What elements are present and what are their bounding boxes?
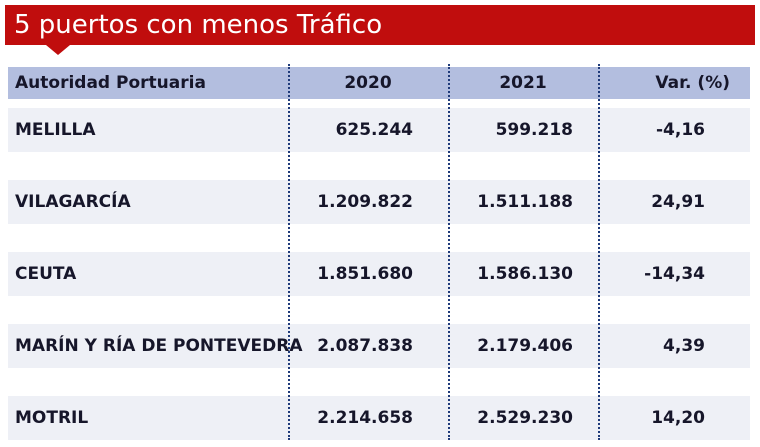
header-row	[8, 67, 750, 99]
port-name: MARÍN Y RÍA DE PONTEVEDRA	[15, 336, 303, 356]
column-divider	[448, 64, 450, 440]
cell-value: 1.209.822	[317, 192, 413, 212]
cell-value: 14,20	[651, 408, 705, 428]
cell-value: 599.218	[495, 120, 573, 140]
cell-value: 2.529.230	[477, 408, 573, 428]
row-band	[8, 180, 750, 224]
port-name: VILAGARCÍA	[15, 192, 131, 212]
column-divider	[288, 64, 290, 440]
row-band	[8, 324, 750, 368]
row-band	[8, 108, 750, 152]
cell-value: 1.851.680	[317, 264, 413, 284]
column-header: 2020	[344, 73, 392, 93]
cell-value: -14,34	[644, 264, 705, 284]
column-divider	[598, 64, 600, 440]
row-band	[8, 252, 750, 296]
row-band	[8, 396, 750, 440]
cell-value: 1.586.130	[477, 264, 573, 284]
port-name: MOTRIL	[15, 408, 89, 428]
port-name: CEUTA	[15, 264, 77, 284]
title: 5 puertos con menos Tráfico	[14, 10, 383, 40]
column-header: Var. (%)	[655, 73, 730, 93]
cell-value: 2.214.658	[317, 408, 413, 428]
port-name: MELILLA	[15, 120, 96, 140]
column-header: Autoridad Portuaria	[15, 73, 206, 93]
title-banner	[5, 5, 755, 45]
column-header: 2021	[499, 73, 547, 93]
cell-value: 24,91	[651, 192, 705, 212]
cell-value: -4,16	[656, 120, 705, 140]
cell-value: 2.087.838	[317, 336, 413, 356]
cell-value: 4,39	[663, 336, 705, 356]
cell-value: 2.179.406	[477, 336, 573, 356]
cell-value: 1.511.188	[477, 192, 573, 212]
banner-notch	[46, 45, 70, 55]
cell-value: 625.244	[335, 120, 413, 140]
